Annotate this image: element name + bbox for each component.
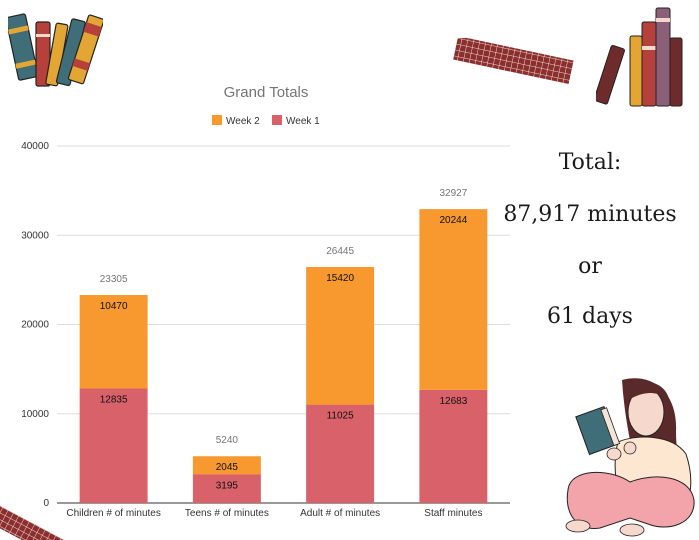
book-stack-icon [8, 13, 103, 87]
bar-value-label: 10470 [100, 301, 128, 312]
chart-title: Grand Totals [224, 84, 309, 101]
legend-swatch-week-2 [212, 115, 222, 125]
legend-swatch-week-1 [272, 115, 282, 125]
legend-label-week-1: Week 1 [286, 116, 320, 127]
y-tick-label: 10000 [21, 409, 49, 420]
bar-total-label: 32927 [439, 188, 467, 199]
bar-week-1 [419, 389, 488, 503]
total-minutes: 87,917 minutes [503, 202, 677, 227]
x-axis-tick-labels: Children # of minutes Teens # of minutes A… [66, 508, 482, 519]
bar-value-label: 12683 [439, 396, 467, 407]
bar-week-2 [306, 266, 375, 405]
book-row-icon [596, 7, 683, 107]
reading-girl-illustration [565, 378, 695, 537]
y-tick-label: 20000 [21, 320, 49, 331]
total-days: 61 days [547, 304, 633, 329]
corner-tape-icon [0, 505, 70, 540]
washi-tape-icon [453, 38, 574, 85]
x-tick-label: Staff minutes [424, 508, 482, 519]
legend: Week 2 Week 1 [212, 115, 320, 127]
bars: 12835 10470 23305 3195 2045 5240 11025 15420 264… [79, 188, 488, 503]
bar-week-2 [192, 456, 261, 475]
bar-week-2 [419, 209, 488, 390]
bar-total-label: 26445 [326, 246, 354, 257]
bar-value-label: 2045 [216, 462, 239, 473]
total-label: Total: [558, 150, 622, 175]
bar-value-label: 11025 [327, 411, 355, 422]
bar-total-label: 5240 [216, 435, 239, 446]
bar-week-1 [79, 388, 148, 503]
y-axis-tick-labels: 0 10000 20000 30000 40000 [21, 141, 49, 509]
y-tick-label: 0 [43, 498, 49, 509]
x-tick-label: Teens # of minutes [185, 508, 269, 519]
bar-week-2 [79, 295, 148, 389]
bar-value-label: 12835 [100, 394, 128, 405]
legend-label-week-2: Week 2 [226, 116, 260, 127]
or-text: or [578, 254, 602, 279]
bar-week-1 [306, 404, 375, 503]
y-tick-label: 40000 [21, 141, 49, 152]
bar-value-label: 20244 [439, 215, 467, 226]
bar-value-label: 3195 [216, 480, 239, 491]
x-tick-label: Children # of minutes [66, 508, 161, 519]
bar-value-label: 15420 [326, 273, 354, 284]
y-tick-label: 30000 [21, 230, 49, 241]
bar-week-1 [192, 474, 261, 503]
bar-total-label: 23305 [100, 274, 128, 285]
x-tick-label: Adult # of minutes [300, 508, 380, 519]
